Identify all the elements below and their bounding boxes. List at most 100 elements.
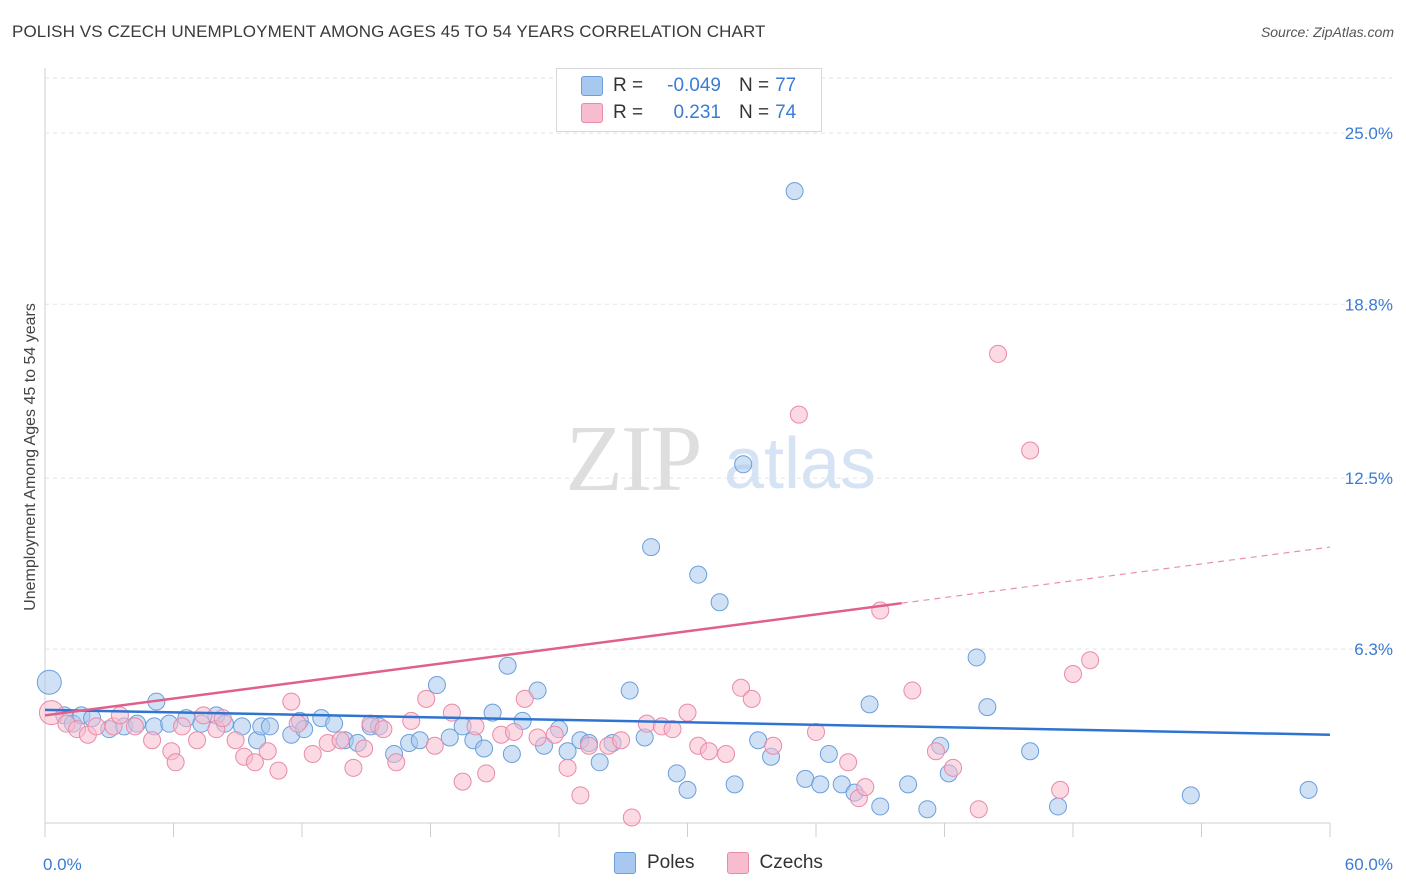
czech-point (571, 786, 590, 805)
czech-point (466, 717, 485, 736)
czech-point (678, 703, 697, 722)
czech-point (110, 706, 129, 725)
pole-point (819, 745, 838, 764)
pole-point (1021, 742, 1040, 761)
pole-point (710, 593, 729, 612)
pole-point (918, 800, 937, 819)
legend-swatch-czechs (581, 103, 603, 123)
grid (45, 77, 1392, 650)
czech-point (288, 714, 307, 733)
czech-point (545, 725, 564, 744)
legend-n-label: N = (739, 75, 770, 96)
series-swatch-czechs (726, 852, 749, 874)
pole-point (860, 695, 879, 714)
pole-point (785, 182, 804, 201)
czech-point (764, 736, 783, 755)
czech-point (505, 722, 524, 741)
czech-point (699, 742, 718, 761)
legend-row-poles: R = -0.049 N = 77 (581, 73, 796, 99)
watermark-zip: ZIP (566, 407, 701, 511)
pole-point (678, 780, 697, 799)
pole-point (725, 775, 744, 794)
pole-point (811, 775, 830, 794)
legend-n-value: 77 (775, 75, 797, 96)
czech-point (425, 736, 444, 755)
y-tick-label: 18.8% (1345, 295, 1393, 314)
pole-point (590, 753, 609, 772)
series-legend-poles[interactable]: Poles (614, 852, 695, 874)
pole-point (502, 745, 521, 764)
czech-point (387, 753, 406, 772)
czech-point (944, 758, 963, 777)
legend-n-label: N = (739, 102, 770, 123)
pole-point (1049, 797, 1068, 816)
czech-point (173, 717, 192, 736)
czech-point (839, 753, 858, 772)
czech-point (269, 761, 288, 780)
pole-point (475, 739, 494, 758)
legend-r-label: R = (613, 102, 644, 123)
x-tick-label: 0.0% (43, 855, 82, 874)
czech-point (194, 706, 213, 725)
pole-point (260, 717, 279, 736)
czech-point (807, 722, 825, 741)
pole-point (689, 565, 708, 584)
czech-point (258, 742, 277, 761)
legend-n-value: 74 (775, 102, 797, 123)
czech-point (303, 745, 322, 764)
series-label-poles: Poles (647, 852, 695, 873)
czech-point (87, 717, 106, 736)
trend-lines (44, 546, 1331, 736)
pole-point (871, 797, 890, 816)
y-axis-label: Unemployment Among Ages 45 to 54 years (22, 303, 39, 611)
pole-point (410, 731, 429, 750)
x-tick-label: 60.0% (1345, 855, 1393, 874)
czech-point (637, 714, 656, 733)
czech-point (579, 736, 598, 755)
pole-point (832, 775, 851, 794)
pole-point (899, 775, 918, 794)
pole-point (620, 681, 639, 700)
czech-point (989, 344, 1008, 363)
czech-point (166, 753, 185, 772)
czech-point (903, 681, 922, 700)
czech-point (188, 731, 207, 750)
pole-point (528, 681, 547, 700)
watermark: ZIP atlas (566, 407, 877, 511)
czech-point (732, 678, 751, 697)
czech-point (558, 758, 577, 777)
trend-line-czechs (44, 601, 902, 717)
czech-point (417, 689, 436, 708)
czech-point (1064, 665, 1082, 683)
source-label: Source: ZipAtlas.com (1260, 24, 1394, 40)
czech-point (282, 692, 301, 711)
czech-point (453, 772, 472, 791)
czech-point (245, 753, 264, 772)
pole-point (483, 703, 502, 722)
chart-title: POLISH VS CZECH UNEMPLOYMENT AMONG AGES … (12, 22, 766, 41)
czech-point (331, 731, 350, 750)
legend-row-czechs: R = 0.231 N = 74 (581, 100, 796, 126)
czech-point (612, 731, 631, 750)
pole-point (667, 764, 686, 783)
pole-point (749, 731, 768, 750)
axes (44, 68, 1331, 837)
y-tick-label: 25.0% (1345, 124, 1393, 143)
legend-r-label: R = (613, 75, 644, 96)
czech-point (125, 717, 144, 736)
series-legend-czechs[interactable]: Czechs (726, 852, 823, 874)
czech-point (926, 742, 945, 761)
legend-swatch-poles (581, 76, 603, 96)
series-czechs (38, 344, 1100, 827)
czech-point (374, 720, 393, 739)
pole-point (440, 728, 459, 747)
czech-point (515, 689, 534, 708)
pole-point (642, 538, 661, 557)
pole-point (978, 698, 997, 717)
y-tick-label: 12.5% (1345, 469, 1393, 488)
czech-point (663, 720, 682, 739)
pole-point (967, 648, 986, 667)
czech-point (1081, 651, 1100, 670)
pole-point (427, 676, 446, 695)
czech-point (344, 758, 363, 777)
